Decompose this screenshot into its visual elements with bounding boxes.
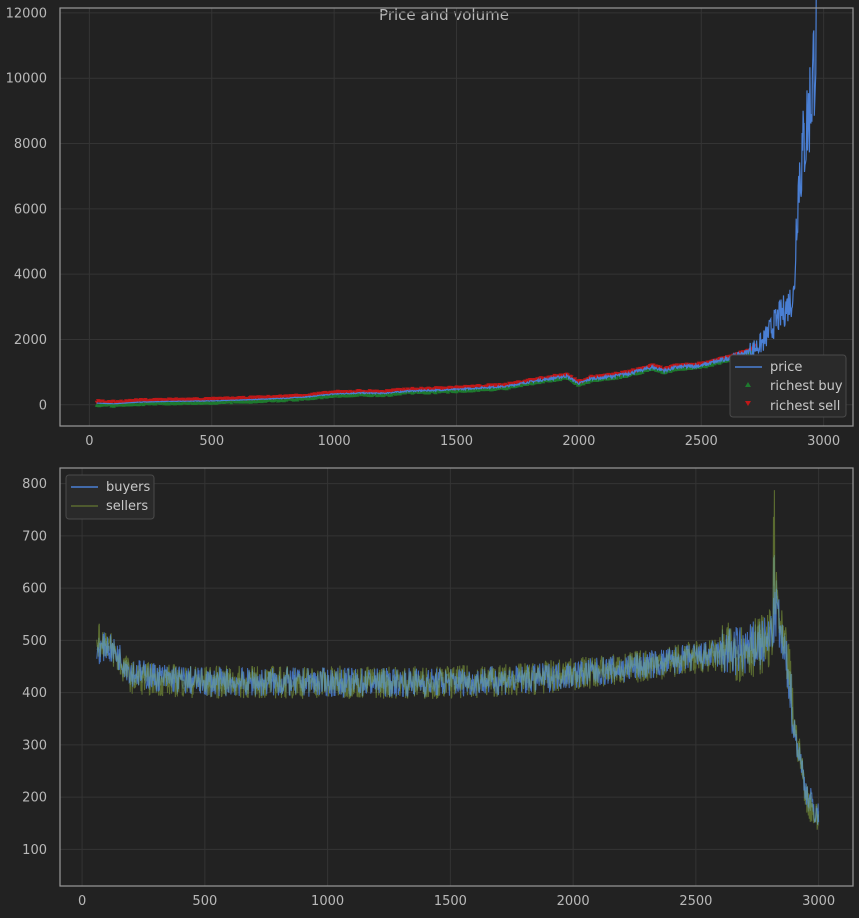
buyers-sellers-overlap [96, 555, 820, 826]
volume-xtick-label: 1000 [311, 894, 344, 909]
volume-ytick-label: 200 [22, 791, 47, 806]
legend-richest-sell-marker [745, 401, 751, 406]
buyers-line [96, 588, 820, 825]
volume-series [96, 490, 820, 830]
richest-sell-marker [573, 377, 578, 381]
richest-sell-marker [569, 375, 574, 379]
price-ytick-label: 12000 [6, 6, 47, 21]
volume-legend: buyers sellers [65, 474, 155, 520]
price-ytick-label: 4000 [14, 268, 47, 283]
volume-axes-frame [59, 467, 854, 887]
price-xtick-label: 3000 [807, 434, 840, 449]
richest-buy-marker [614, 376, 619, 380]
volume-xtick-label: 0 [78, 894, 86, 909]
volume-ytick-label: 300 [22, 738, 47, 753]
price-ytick-label: 6000 [14, 202, 47, 217]
volume-ytick-label: 800 [22, 477, 47, 492]
volume-ytick-label: 700 [22, 529, 47, 544]
volume-xtick-label: 1500 [434, 894, 467, 909]
price-ytick-label: 10000 [6, 72, 47, 87]
price-ticks: 0 500 1000 1500 2000 2500 3000 0 2000 4000 6000 800… [6, 6, 841, 449]
legend-richest-buy-marker [745, 382, 751, 387]
price-ytick-label: 8000 [14, 137, 47, 152]
price-xtick-label: 2000 [562, 434, 595, 449]
price-legend-box [729, 354, 847, 418]
legend-sellers-label: sellers [106, 499, 148, 514]
price-xtick-label: 1500 [440, 434, 473, 449]
volume-ytick-label: 600 [22, 582, 47, 597]
price-xtick-label: 2500 [685, 434, 718, 449]
price-grid [60, 8, 853, 426]
volume-ticks: 0 500 1000 1500 2000 2500 3000 100 200 300 400 500 6… [22, 477, 835, 909]
volume-axes: 0 500 1000 1500 2000 2500 3000 100 200 300 400 500 6… [22, 467, 854, 909]
price-series [94, 0, 817, 408]
price-axes: 0 500 1000 1500 2000 2500 3000 0 2000 4000 6000 800… [6, 0, 854, 449]
legend-richest-sell-label: richest sell [770, 399, 840, 414]
volume-xtick-label: 500 [192, 894, 217, 909]
price-xtick-label: 0 [85, 434, 93, 449]
price-xtick-label: 1000 [318, 434, 351, 449]
price-ytick-label: 2000 [14, 333, 47, 348]
legend-richest-buy-label: richest buy [770, 379, 843, 394]
price-xtick-label: 500 [199, 434, 224, 449]
richest-buy-marker [295, 397, 300, 402]
volume-legend-box [65, 474, 155, 520]
volume-ytick-label: 400 [22, 686, 47, 701]
legend-buyers-label: buyers [106, 480, 151, 495]
volume-ytick-label: 100 [22, 843, 47, 858]
volume-xtick-label: 2000 [557, 894, 590, 909]
legend-price-label: price [770, 360, 802, 375]
richest-sell-marker [651, 363, 656, 367]
price-legend: price richest buy richest sell [729, 354, 847, 418]
richest-buy-marker [433, 390, 438, 395]
richest-sell-marker [241, 395, 246, 400]
price-ytick-label: 0 [39, 398, 47, 413]
volume-ytick-label: 500 [22, 634, 47, 649]
volume-xtick-label: 3000 [802, 894, 835, 909]
volume-xtick-label: 2500 [679, 894, 712, 909]
figure-title: Price and volume [379, 6, 509, 24]
price-axes-frame [59, 7, 854, 427]
richest-sell-marker [143, 397, 148, 402]
richest-sell-marker [658, 365, 663, 370]
price-line [96, 0, 817, 405]
richest-sell-series [94, 343, 758, 405]
